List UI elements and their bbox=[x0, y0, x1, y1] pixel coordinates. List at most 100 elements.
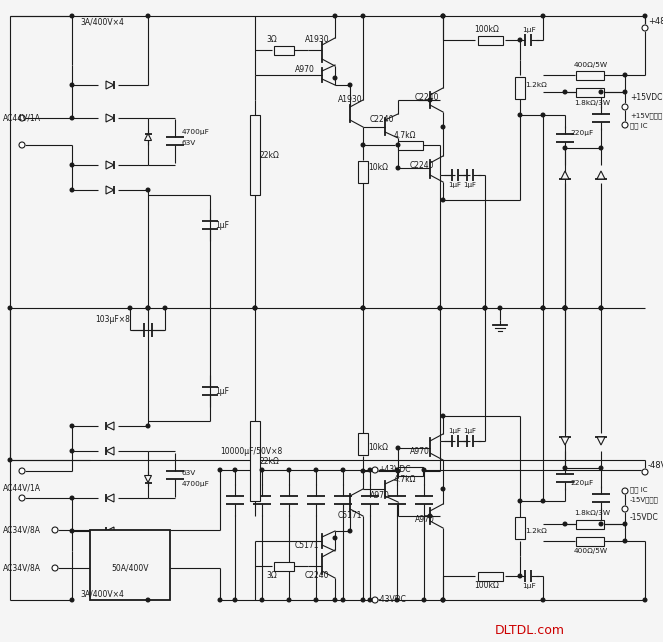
Text: 22kΩ: 22kΩ bbox=[260, 456, 280, 465]
Circle shape bbox=[361, 469, 365, 473]
Bar bbox=[398, 467, 422, 476]
Text: AC34V/8A: AC34V/8A bbox=[3, 564, 41, 573]
Text: A970: A970 bbox=[410, 446, 430, 456]
Text: 伺服 IC: 伺服 IC bbox=[630, 123, 648, 129]
Polygon shape bbox=[145, 476, 152, 483]
Circle shape bbox=[19, 142, 25, 148]
Text: -15VDC: -15VDC bbox=[630, 514, 659, 523]
Circle shape bbox=[622, 104, 628, 110]
Text: 3Ω: 3Ω bbox=[266, 35, 276, 44]
Circle shape bbox=[218, 468, 222, 472]
Text: 100kΩ: 100kΩ bbox=[474, 582, 499, 591]
Text: DLTDL.com: DLTDL.com bbox=[495, 623, 565, 636]
Bar bbox=[477, 571, 503, 580]
Circle shape bbox=[361, 598, 365, 602]
Circle shape bbox=[563, 466, 567, 470]
Circle shape bbox=[70, 14, 74, 18]
Text: 1μF: 1μF bbox=[215, 220, 229, 229]
Circle shape bbox=[422, 468, 426, 472]
Circle shape bbox=[70, 449, 74, 453]
Text: C2240: C2240 bbox=[415, 92, 440, 101]
Text: 103μF×8: 103μF×8 bbox=[95, 315, 130, 324]
Circle shape bbox=[518, 499, 522, 503]
Text: A970: A970 bbox=[370, 492, 390, 501]
Bar bbox=[576, 519, 604, 528]
Circle shape bbox=[441, 487, 445, 490]
Bar bbox=[398, 141, 422, 150]
Text: 400Ω/5W: 400Ω/5W bbox=[574, 62, 608, 68]
Circle shape bbox=[147, 598, 150, 602]
Circle shape bbox=[253, 306, 257, 310]
Circle shape bbox=[541, 499, 545, 503]
Circle shape bbox=[70, 598, 74, 602]
Polygon shape bbox=[561, 171, 569, 179]
Circle shape bbox=[428, 98, 432, 102]
Text: 63V: 63V bbox=[182, 470, 196, 476]
Circle shape bbox=[218, 598, 222, 602]
Bar bbox=[576, 71, 604, 80]
Circle shape bbox=[599, 306, 603, 310]
Polygon shape bbox=[597, 171, 605, 179]
Circle shape bbox=[623, 522, 627, 526]
Bar bbox=[576, 87, 604, 96]
Text: 4700μF: 4700μF bbox=[182, 481, 210, 487]
Text: A1930: A1930 bbox=[338, 96, 363, 105]
Circle shape bbox=[260, 468, 264, 472]
Polygon shape bbox=[561, 437, 569, 445]
Circle shape bbox=[333, 76, 337, 80]
Text: +48VDC: +48VDC bbox=[648, 17, 663, 26]
Text: C5171: C5171 bbox=[295, 541, 320, 550]
Circle shape bbox=[563, 306, 567, 310]
Polygon shape bbox=[106, 527, 114, 535]
Text: 3A/400V×4: 3A/400V×4 bbox=[80, 17, 124, 26]
Text: AC44V/1A: AC44V/1A bbox=[3, 483, 41, 492]
Circle shape bbox=[70, 496, 74, 500]
Circle shape bbox=[333, 536, 337, 540]
Text: A1930: A1930 bbox=[305, 35, 330, 44]
Circle shape bbox=[361, 306, 365, 310]
Circle shape bbox=[396, 446, 400, 450]
Circle shape bbox=[622, 488, 628, 494]
Text: 1μF: 1μF bbox=[522, 27, 536, 33]
Circle shape bbox=[287, 468, 291, 472]
Circle shape bbox=[147, 306, 150, 310]
Polygon shape bbox=[597, 437, 605, 445]
Circle shape bbox=[70, 424, 74, 428]
Circle shape bbox=[19, 495, 25, 501]
Text: A970: A970 bbox=[295, 65, 315, 74]
Text: 1.2kΩ: 1.2kΩ bbox=[525, 528, 547, 534]
Text: C2240: C2240 bbox=[410, 160, 434, 169]
Circle shape bbox=[541, 14, 545, 18]
Circle shape bbox=[428, 514, 432, 518]
Circle shape bbox=[563, 522, 567, 526]
Circle shape bbox=[341, 598, 345, 602]
Circle shape bbox=[441, 14, 445, 18]
Circle shape bbox=[70, 83, 74, 87]
Text: 10kΩ: 10kΩ bbox=[368, 164, 388, 173]
Circle shape bbox=[622, 506, 628, 512]
Text: 1.8kΩ/3W: 1.8kΩ/3W bbox=[574, 510, 610, 516]
Circle shape bbox=[441, 14, 445, 18]
Circle shape bbox=[599, 146, 603, 150]
Text: +15V去直流: +15V去直流 bbox=[630, 113, 662, 119]
Circle shape bbox=[441, 414, 445, 418]
Circle shape bbox=[147, 424, 150, 428]
Circle shape bbox=[563, 306, 567, 310]
Text: 1μF: 1μF bbox=[215, 386, 229, 395]
Bar bbox=[250, 115, 260, 195]
Circle shape bbox=[563, 146, 567, 150]
Circle shape bbox=[599, 466, 603, 470]
Bar bbox=[515, 77, 525, 99]
Circle shape bbox=[563, 306, 567, 310]
Polygon shape bbox=[106, 186, 114, 194]
Circle shape bbox=[396, 166, 400, 169]
Bar bbox=[358, 433, 368, 455]
Bar bbox=[90, 530, 170, 600]
Circle shape bbox=[368, 468, 372, 472]
Text: 1μF: 1μF bbox=[522, 583, 536, 589]
Circle shape bbox=[8, 306, 12, 310]
Text: 4700μF: 4700μF bbox=[182, 129, 210, 135]
Bar bbox=[358, 161, 368, 183]
Circle shape bbox=[599, 306, 603, 310]
Circle shape bbox=[642, 469, 648, 475]
